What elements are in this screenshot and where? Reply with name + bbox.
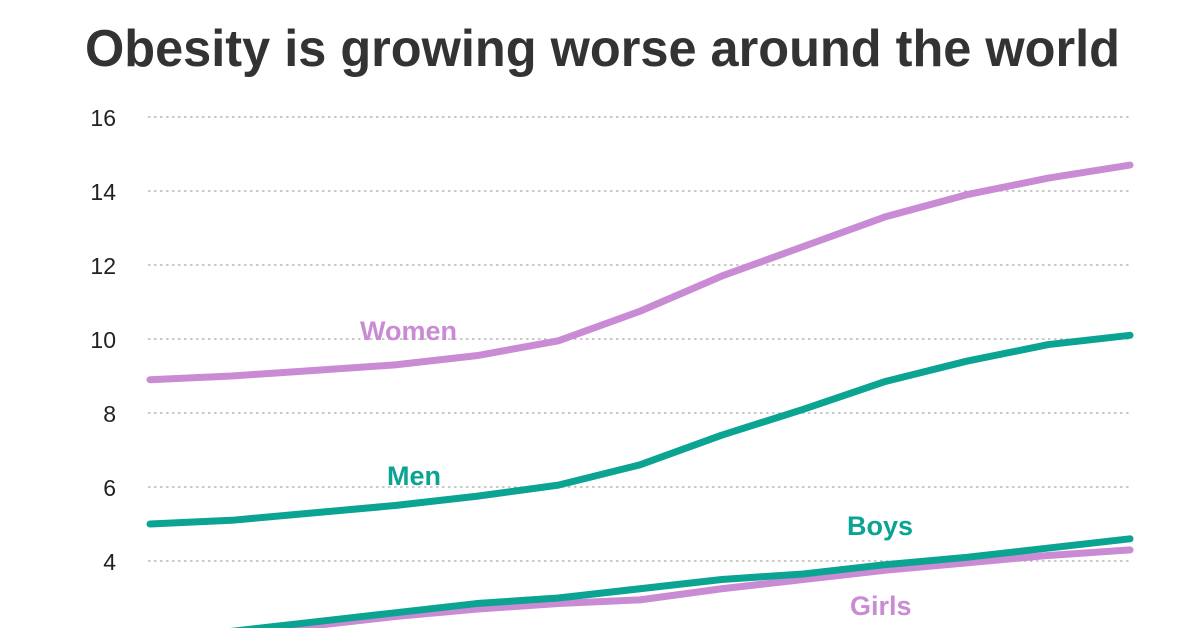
series-label-boys: Boys xyxy=(847,511,913,541)
series-label-women: Women xyxy=(360,316,457,346)
y-tick-label: 8 xyxy=(103,401,116,427)
series-line-girls xyxy=(262,546,1134,628)
y-tick-label: 12 xyxy=(90,253,116,279)
y-tick-label: 4 xyxy=(103,549,116,575)
y-tick-label: 14 xyxy=(90,179,116,205)
series-line-boys xyxy=(229,535,1134,628)
chart-title: Obesity is growing worse around the worl… xyxy=(85,20,1120,78)
series-line-men xyxy=(146,331,1134,528)
y-tick-label: 2 xyxy=(103,623,116,628)
series-label-men: Men xyxy=(387,461,441,491)
series-label-girls: Girls xyxy=(850,591,912,621)
y-tick-label: 10 xyxy=(90,327,116,353)
y-tick-label: 16 xyxy=(90,105,116,131)
y-tick-label: 6 xyxy=(103,475,116,501)
series-line-women xyxy=(146,161,1134,384)
